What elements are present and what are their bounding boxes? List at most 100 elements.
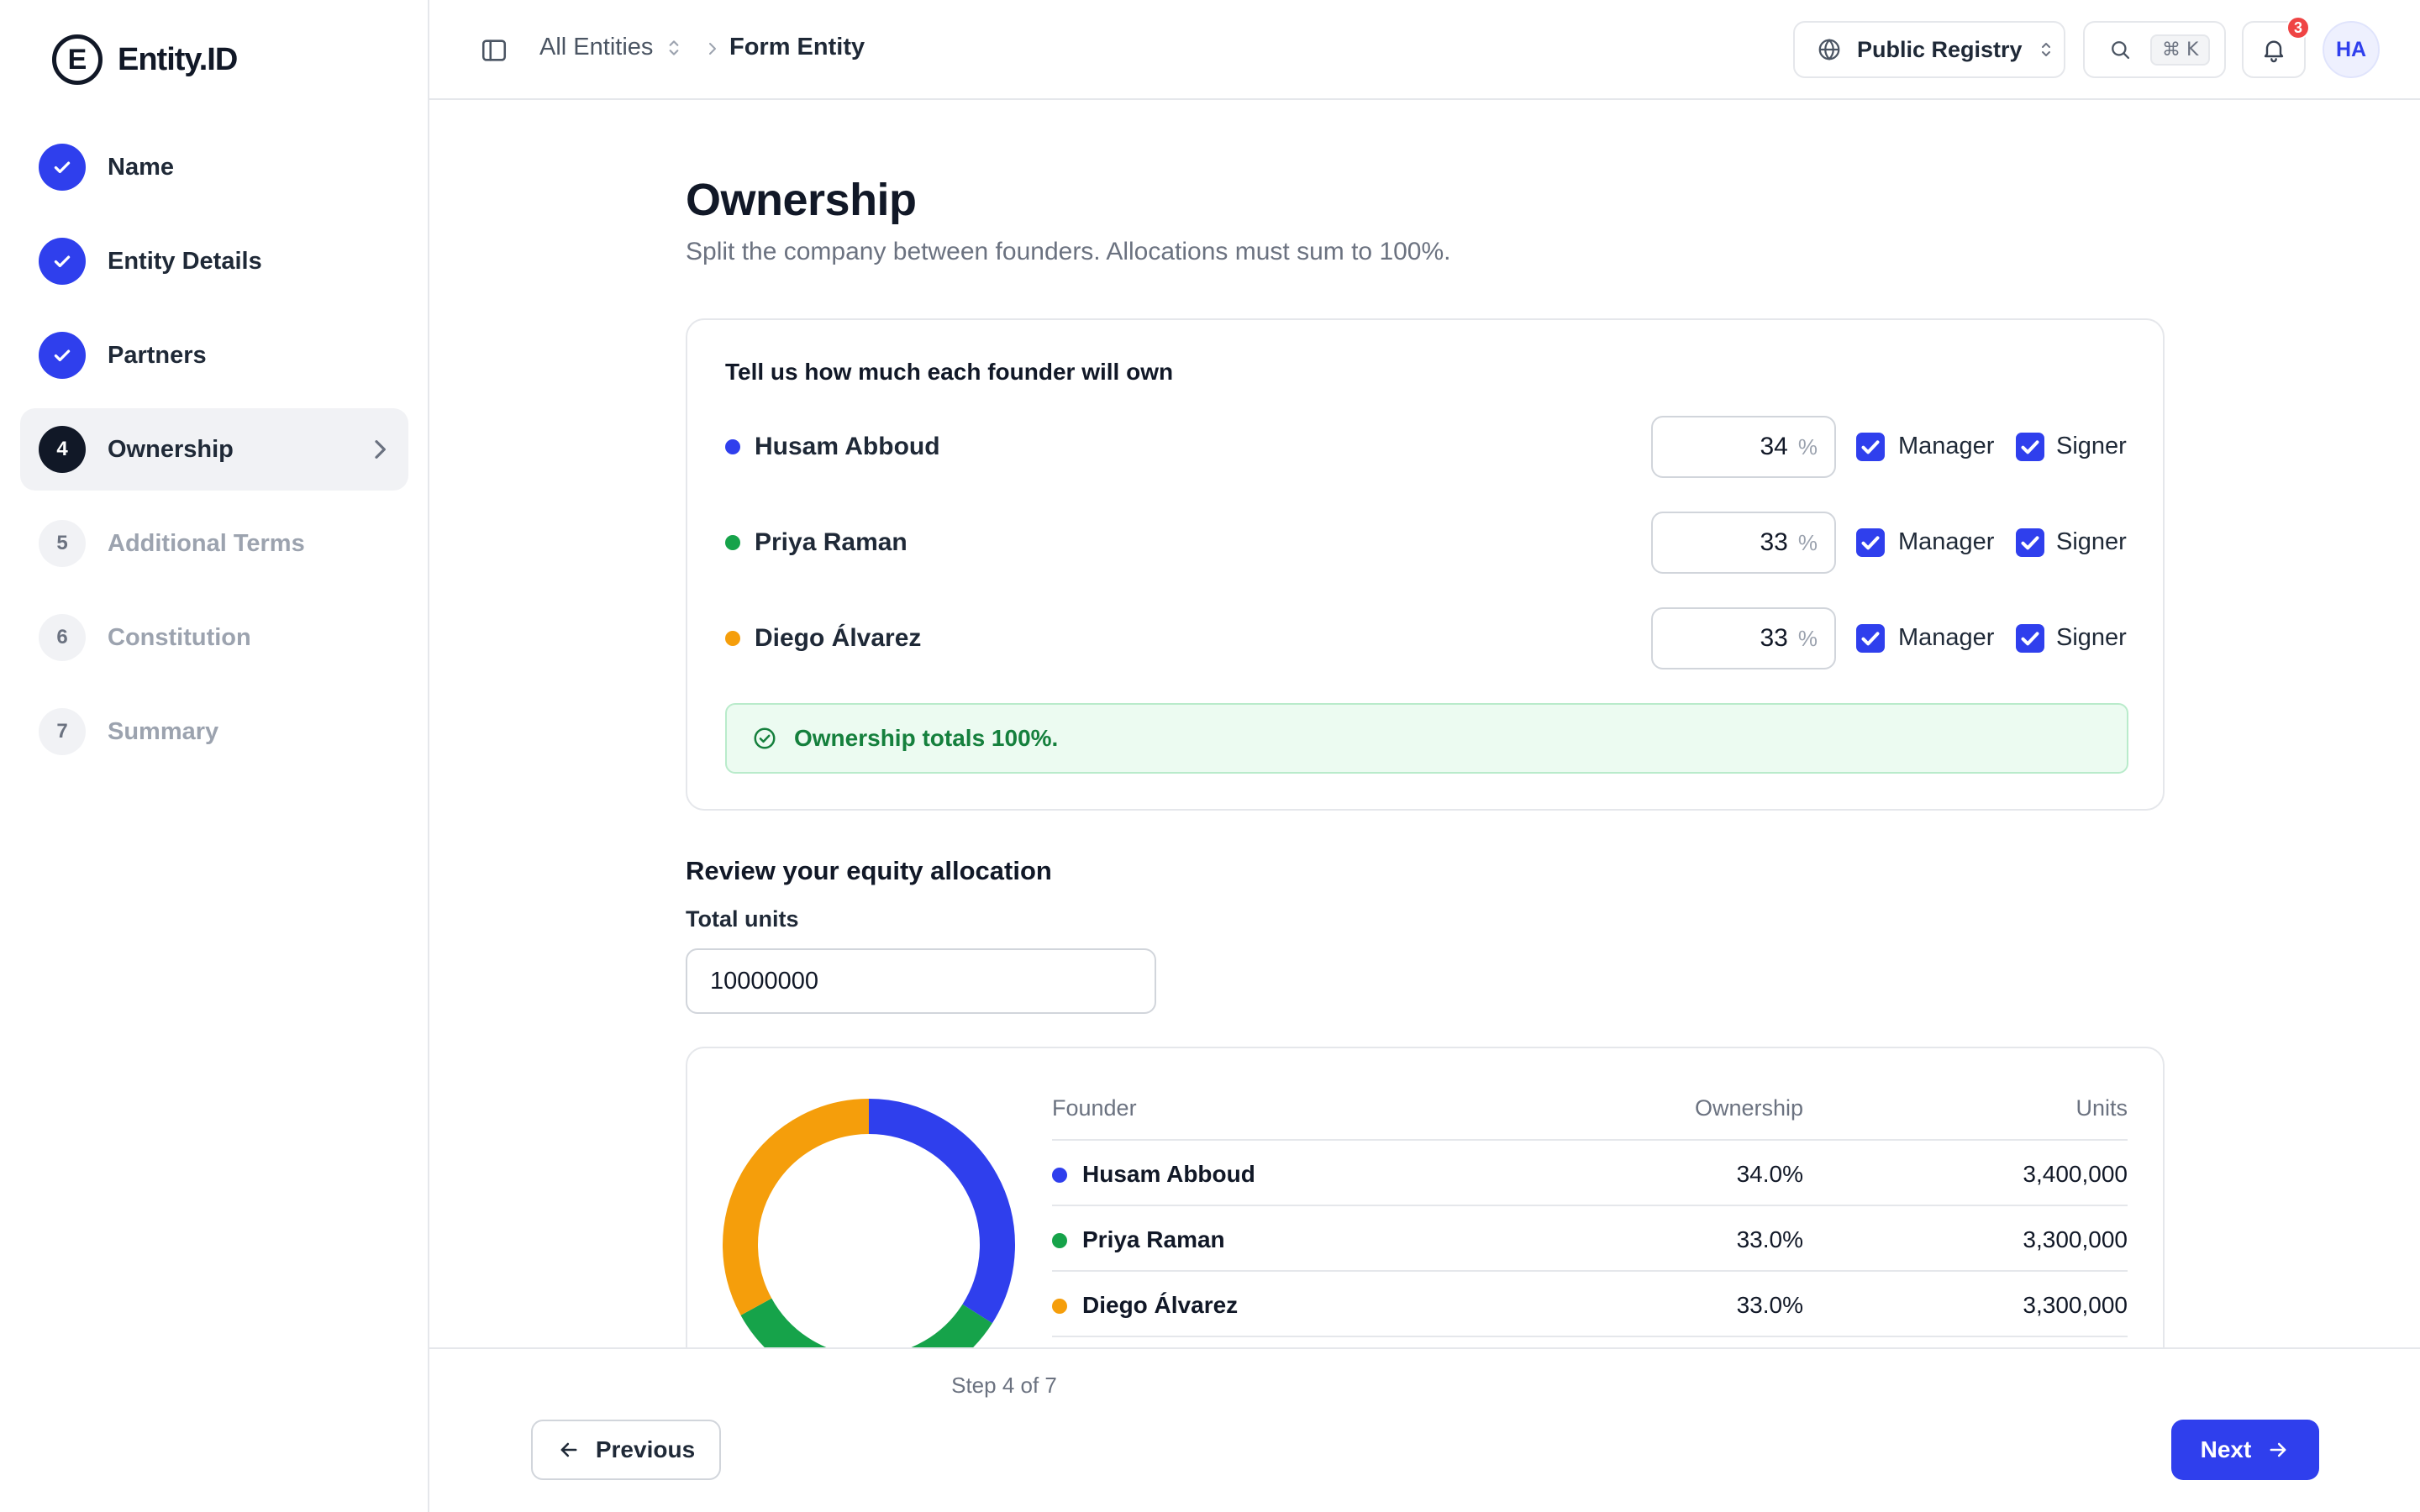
step-label: Additional Terms [108,529,305,557]
donut-segment-priya [740,1298,992,1347]
founder-color-dot [725,535,740,550]
chevron-up-down-icon [669,39,679,55]
registry-selector[interactable]: Public Registry [1793,21,2065,78]
check-circle-icon [754,727,776,749]
signer-label: Signer [2056,528,2127,555]
search-icon [2112,41,2130,60]
step-label: Summary [108,717,219,745]
review-section-title: Review your equity allocation [686,856,1052,885]
founder-name: Husam Abboud [755,433,940,460]
next-button[interactable]: Next [2171,1420,2319,1480]
ownership-allocation-card: Tell us how much each founder will own H… [686,318,2165,811]
percent-value: 34 [1760,433,1788,460]
column-header-ownership: Ownership [1694,1095,1803,1121]
sidebar-step-entity-details[interactable]: Entity Details [20,220,408,302]
step-label: Partners [108,341,207,369]
ownership-percent-input[interactable]: 33 % [1651,512,1836,574]
percent-sign: % [1797,625,1818,651]
logo[interactable]: E Entity.ID [52,32,238,87]
percent-sign: % [1797,433,1818,459]
allocation-card-title: Tell us how much each founder will own [725,359,1174,385]
step-number: 6 [39,614,86,661]
percent-sign: % [1797,529,1818,555]
step-number: 4 [39,426,86,473]
sidebar-step-summary[interactable]: 7 Summary [20,690,408,773]
manager-checkbox[interactable] [1856,433,1885,461]
row-units: 3,300,000 [2023,1226,2128,1252]
percent-value: 33 [1760,528,1788,556]
search-button[interactable]: ⌘ K [2083,21,2226,78]
manager-label: Manager [1898,528,1995,555]
step-number: 5 [39,520,86,567]
signer-label: Signer [2056,624,2127,651]
signer-checkbox[interactable] [2016,433,2044,461]
sidebar-step-additional-terms[interactable]: 5 Additional Terms [20,502,408,585]
manager-label: Manager [1898,433,1995,459]
step-label: Entity Details [108,247,262,275]
chevron-right-icon [375,440,386,459]
chevron-up-down-icon [2041,43,2050,56]
wizard-footer: Step 4 of 7 Previous Next [429,1347,2420,1512]
signer-checkbox[interactable] [2016,528,2044,557]
table-row: Diego Álvarez 33.0% 3,300,000 [1052,1272,2128,1337]
step-label: Name [108,153,174,181]
ownership-donut-chart [723,1099,1015,1347]
arrow-right-icon [2270,1442,2286,1457]
sidebar-step-name[interactable]: Name [20,126,408,208]
breadcrumb-all-entities[interactable]: All Entities [539,34,683,61]
founder-row: Husam Abboud 34 % Manager Signer [725,416,2128,478]
founder-color-dot [1052,1299,1067,1314]
arrow-left-icon [560,1442,577,1457]
equity-review-card: Founder Ownership Units Husam Abboud 34.… [686,1047,2165,1347]
founder-color-dot [1052,1233,1067,1248]
step-list: Name Entity Details Partners 4 Ownership… [20,126,408,785]
row-founder-name: Priya Raman [1082,1226,1225,1252]
ownership-percent-input[interactable]: 34 % [1651,416,1836,478]
breadcrumb-current: Form Entity [729,34,865,60]
ownership-percent-input[interactable]: 33 % [1651,607,1836,669]
total-units-label: Total units [686,906,799,932]
manager-checkbox[interactable] [1856,528,1885,557]
app-name: Entity.ID [118,41,238,77]
logo-mark-icon: E [52,34,103,85]
founder-row: Priya Raman 33 % Manager Signer [725,512,2128,574]
total-units-input[interactable] [686,948,1156,1014]
founder-color-dot [1052,1168,1067,1183]
signer-checkbox[interactable] [2016,624,2044,653]
column-header-founder: Founder [1052,1095,1137,1121]
step-label: Ownership [108,435,234,463]
founder-row: Diego Álvarez 33 % Manager Signer [725,607,2128,669]
row-units: 3,400,000 [2023,1161,2128,1187]
column-header-units: Units [2075,1095,2128,1121]
row-founder-name: Husam Abboud [1082,1161,1255,1187]
row-units: 3,300,000 [2023,1292,2128,1318]
main-content: Ownership Split the company between foun… [429,100,2420,1347]
step-indicator: Step 4 of 7 [951,1373,1057,1398]
row-ownership: 34.0% [1736,1161,1803,1187]
founder-color-dot [725,439,740,454]
search-shortcut: ⌘ K [2150,34,2211,66]
step-label: Constitution [108,623,251,651]
status-message: Ownership totals 100%. [794,725,1059,751]
manager-checkbox[interactable] [1856,624,1885,653]
table-row: Priya Raman 33.0% 3,300,000 [1052,1206,2128,1272]
chevron-right-icon [709,43,716,55]
page-subtitle: Split the company between founders. Allo… [686,238,1451,265]
step-number: 7 [39,708,86,755]
sidebar: E Entity.ID Name Entity Details Partners… [0,0,429,1512]
founder-name: Diego Álvarez [755,624,922,652]
table-row: Husam Abboud 34.0% 3,400,000 [1052,1141,2128,1206]
row-ownership: 33.0% [1736,1226,1803,1252]
percent-value: 33 [1760,624,1788,652]
breadcrumb-root-label: All Entities [539,34,654,60]
check-icon [39,238,86,285]
user-avatar[interactable]: HA [2323,21,2380,78]
check-icon [39,144,86,191]
row-founder-name: Diego Álvarez [1082,1292,1239,1318]
sidebar-step-partners[interactable]: Partners [20,314,408,396]
previous-button[interactable]: Previous [531,1420,721,1480]
sidebar-toggle-icon[interactable] [480,36,508,65]
sidebar-step-constitution[interactable]: 6 Constitution [20,596,408,679]
check-icon [39,332,86,379]
sidebar-step-ownership[interactable]: 4 Ownership [20,408,408,491]
